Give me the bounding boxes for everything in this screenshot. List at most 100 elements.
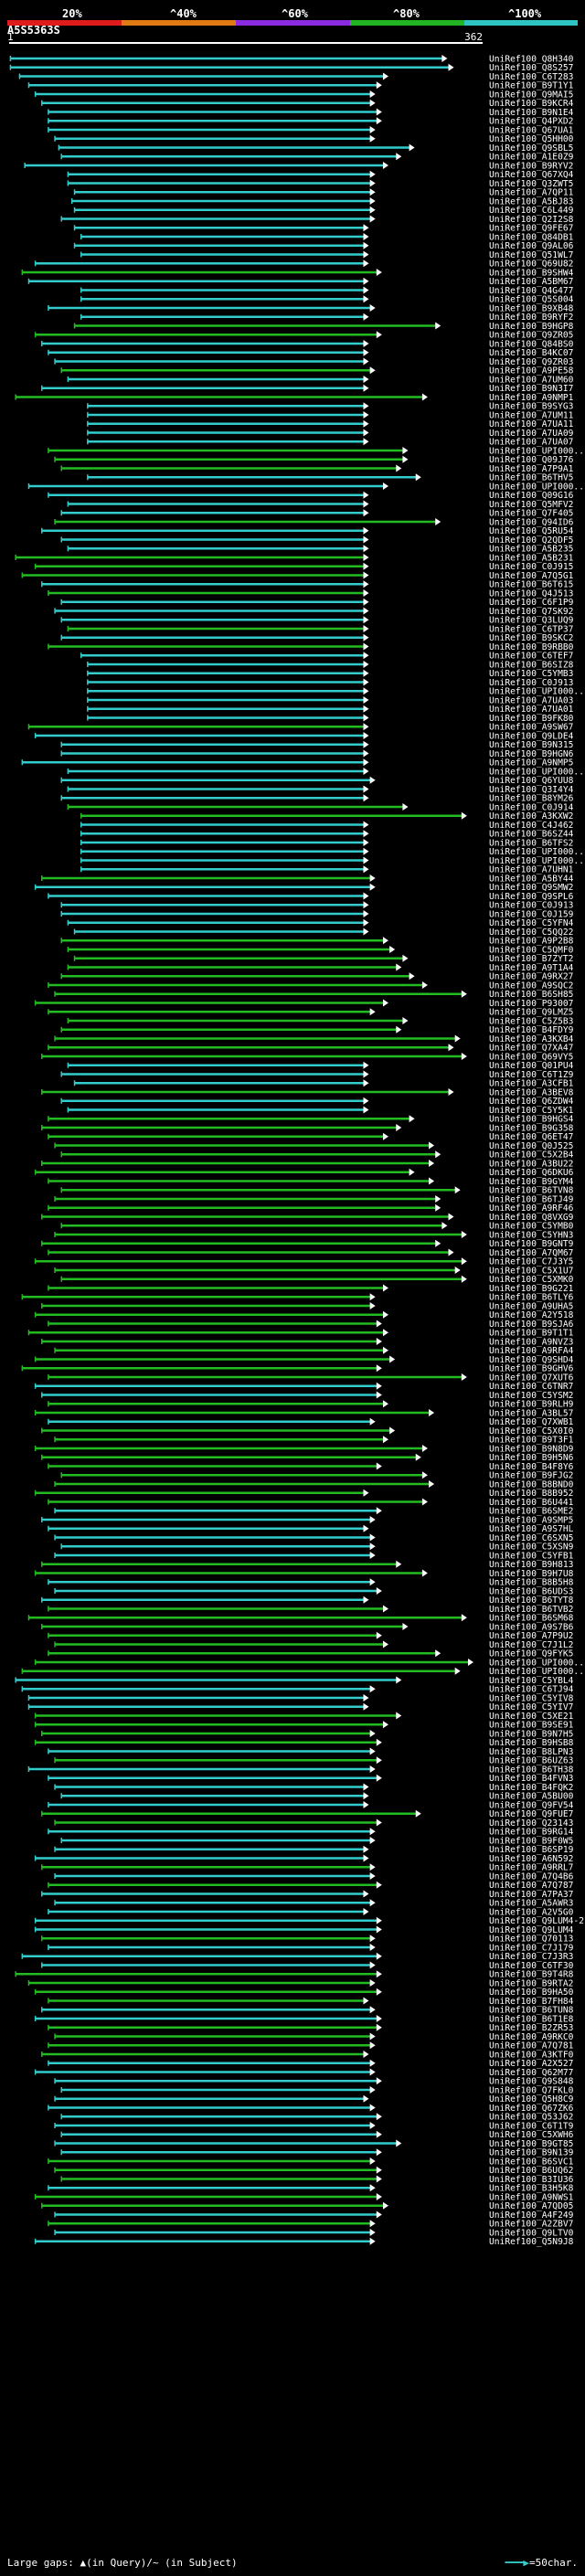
hit-row[interactable]: UniRef100_A9RKC0 — [54, 2032, 574, 2042]
hit-row[interactable]: UniRef100_C5XE21 — [34, 1712, 574, 1722]
hit-row[interactable]: UniRef100_B6UQ62 — [54, 2166, 573, 2176]
hit-row[interactable]: UniRef100_B4KC07 — [48, 348, 574, 358]
hit-row[interactable]: UniRef100_C5YHN3 — [54, 1230, 574, 1240]
hit-row[interactable]: UniRef100_A9SW67 — [27, 723, 574, 733]
hit-row[interactable]: UniRef100_Q8S257 — [9, 63, 574, 73]
hit-row[interactable]: UniRef100_Q9FUE7 — [41, 1809, 574, 1819]
hit-row[interactable]: UniRef100_Q3ZWT5 — [67, 179, 573, 189]
hit-row[interactable]: UniRef100_C5YMB3 — [87, 669, 574, 679]
hit-row[interactable]: UniRef100_B9N1E4 — [48, 108, 574, 118]
hit-row[interactable]: UniRef100_Q6ET47 — [48, 1132, 574, 1142]
hit-row[interactable]: UniRef100_C5QQ22 — [73, 928, 574, 938]
hit-row[interactable]: UniRef100_B4FDY9 — [60, 1025, 574, 1035]
hit-row[interactable]: UniRef100_A9RX27 — [60, 972, 574, 982]
hit-row[interactable]: UniRef100_C5YMB0 — [60, 1222, 574, 1232]
hit-row[interactable]: UniRef100_B9RYV2 — [24, 161, 573, 171]
hit-row[interactable]: UniRef100_B9HGP8 — [73, 322, 574, 332]
hit-row[interactable]: UniRef100_Q7XUT6 — [48, 1373, 574, 1383]
hit-row[interactable]: UniRef100_A7UA09 — [87, 429, 574, 439]
hit-row[interactable]: UniRef100_Q9SHD4 — [34, 1355, 574, 1365]
hit-row[interactable]: UniRef100_A9PE58 — [60, 366, 574, 376]
hit-row[interactable]: UniRef100_C0J913 — [60, 901, 574, 911]
hit-row[interactable]: UniRef100_A6N592 — [34, 1854, 574, 1864]
hit-row[interactable]: UniRef100_A7P9U2 — [48, 1631, 573, 1641]
hit-row[interactable]: UniRef100_B6TVN8 — [60, 1186, 574, 1196]
hit-row[interactable]: UniRef100_A2ZBV7 — [48, 2220, 574, 2230]
hit-row[interactable]: UniRef100_A9RRL7 — [41, 1863, 574, 1873]
hit-row[interactable]: UniRef100_B6T1E8 — [34, 2014, 574, 2024]
hit-row[interactable]: UniRef100_B9HSB8 — [34, 1738, 574, 1748]
hit-row[interactable]: UniRef100_B4FVN3 — [48, 1774, 574, 1784]
hit-row[interactable]: UniRef100_C5Y5K1 — [67, 1106, 574, 1116]
hit-row[interactable]: UniRef100_C7J179 — [48, 1943, 574, 1953]
hit-row[interactable]: UniRef100_B6TLY6 — [21, 1293, 574, 1303]
hit-row[interactable]: UniRef100_C5XSN9 — [60, 1542, 574, 1553]
hit-row[interactable]: UniRef100_A2V5G0 — [48, 1907, 574, 1917]
hit-row[interactable]: UniRef100_A9NMP5 — [21, 758, 573, 769]
hit-row[interactable]: UniRef100_A9UHA5 — [41, 1301, 574, 1311]
hit-row[interactable]: UniRef100_C5XWH6 — [60, 2130, 574, 2140]
hit-row[interactable]: UniRef100_UPI000... — [48, 446, 585, 456]
hit-row[interactable]: UniRef100_B8B5H8 — [48, 1578, 574, 1588]
hit-row[interactable]: UniRef100_Q5H8C9 — [54, 2094, 574, 2104]
hit-row[interactable]: UniRef100_A2Y518 — [34, 1310, 574, 1320]
hit-row[interactable]: UniRef100_Q62M77 — [34, 2068, 574, 2078]
hit-row[interactable]: UniRef100_B6TH38 — [27, 1765, 574, 1775]
hit-row[interactable]: UniRef100_Q7F405 — [60, 509, 573, 519]
hit-row[interactable]: UniRef100_Q9ZR03 — [54, 357, 574, 367]
hit-row[interactable]: UniRef100_Q6YUU8 — [60, 776, 574, 786]
hit-row[interactable]: UniRef100_Q4PXD2 — [48, 117, 573, 127]
hit-row[interactable]: UniRef100_C7J1L2 — [54, 1640, 573, 1650]
hit-row[interactable]: UniRef100_A3KXB4 — [54, 1034, 574, 1044]
hit-row[interactable]: UniRef100_A7Q4B6 — [54, 1871, 574, 1882]
hit-row[interactable]: UniRef100_C5QMF0 — [67, 945, 574, 955]
hit-row[interactable]: UniRef100_A9RF46 — [48, 1203, 574, 1214]
hit-row[interactable]: UniRef100_A9NMP1 — [15, 393, 574, 403]
hit-row[interactable]: UniRef100_C6T1T9 — [54, 2121, 574, 2131]
hit-row[interactable]: UniRef100_A7UM11 — [87, 410, 574, 420]
hit-row[interactable]: UniRef100_C7J3Y5 — [34, 1257, 574, 1267]
hit-row[interactable]: UniRef100_B9RBB0 — [48, 642, 574, 652]
hit-row[interactable]: UniRef100_Q94ID6 — [54, 517, 574, 527]
hit-row[interactable]: UniRef100_Q9SPL6 — [48, 892, 574, 902]
hit-row[interactable]: UniRef100_A5BM67 — [27, 277, 574, 287]
hit-row[interactable]: UniRef100_Q4J513 — [48, 588, 574, 599]
hit-row[interactable]: UniRef100_A7UA11 — [87, 419, 574, 429]
hit-row[interactable]: UniRef100_A9T1A4 — [67, 963, 574, 973]
hit-row[interactable]: UniRef100_Q6DKU6 — [34, 1168, 574, 1178]
hit-row[interactable]: UniRef100_A5AWR3 — [54, 1899, 574, 1909]
hit-row[interactable]: UniRef100_B9SE91 — [34, 1721, 574, 1731]
hit-row[interactable]: UniRef100_Q53J62 — [60, 2113, 573, 2123]
hit-row[interactable]: UniRef100_B9GT85 — [54, 2139, 573, 2149]
hit-row[interactable]: UniRef100_B8LPN3 — [48, 1747, 574, 1757]
hit-row[interactable]: UniRef100_UPI000... — [80, 856, 585, 866]
hit-row[interactable]: UniRef100_B6U441 — [48, 1498, 574, 1508]
hit-row[interactable]: UniRef100_B6SM68 — [27, 1614, 574, 1624]
hit-row[interactable]: UniRef100_Q09J76 — [54, 455, 574, 465]
hit-row[interactable]: UniRef100_B9SYG3 — [87, 402, 574, 412]
hit-row[interactable]: UniRef100_C6T1Z9 — [60, 1070, 574, 1080]
hit-row[interactable]: UniRef100_C5X2B4 — [60, 1150, 574, 1161]
hit-row[interactable]: UniRef100_B6SZ44 — [80, 830, 574, 840]
hit-row[interactable]: UniRef100_B9T3F1 — [54, 1436, 574, 1446]
hit-row[interactable]: UniRef100_Q84DB1 — [80, 232, 574, 242]
hit-row[interactable]: UniRef100_B6TUN8 — [41, 2006, 574, 2016]
hit-row[interactable]: UniRef100_C6TJ94 — [21, 1685, 574, 1695]
hit-row[interactable]: UniRef100_Q7XWB1 — [48, 1417, 574, 1427]
hit-row[interactable]: UniRef100_Q9LUM4 — [34, 1925, 574, 1935]
hit-row[interactable]: UniRef100_A7Q781 — [48, 2041, 574, 2051]
hit-row[interactable]: UniRef100_C5YIV8 — [27, 1693, 574, 1703]
hit-row[interactable]: UniRef100_Q5MFV2 — [67, 500, 573, 510]
hit-row[interactable]: UniRef100_C0J159 — [60, 909, 574, 919]
hit-row[interactable]: UniRef100_B9SJA6 — [48, 1320, 574, 1330]
hit-row[interactable]: UniRef100_A7Q787 — [48, 1881, 574, 1891]
hit-row[interactable]: UniRef100_A5B231 — [15, 553, 574, 563]
hit-row[interactable]: UniRef100_A5BY44 — [41, 874, 574, 884]
hit-row[interactable]: UniRef100_Q9MAI5 — [34, 90, 574, 100]
hit-row[interactable]: UniRef100_B6SH85 — [54, 990, 573, 1000]
hit-row[interactable]: UniRef100_Q2I2S8 — [60, 215, 574, 225]
hit-row[interactable]: UniRef100_A2X527 — [48, 2059, 574, 2069]
hit-row[interactable]: UniRef100_B9N315 — [60, 740, 573, 750]
hit-row[interactable]: UniRef100_Q0J525 — [54, 1141, 573, 1151]
hit-row[interactable]: UniRef100_Q69VY5 — [41, 1052, 574, 1062]
